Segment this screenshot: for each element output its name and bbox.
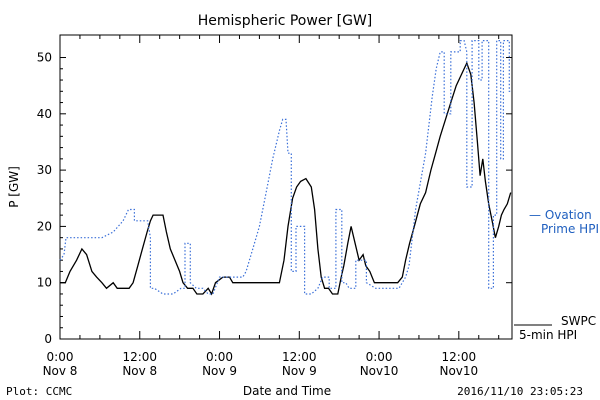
y-tick-label: 10 [37,276,52,290]
y-tick-label: 40 [37,107,52,121]
series-layer [59,40,512,296]
x-tick-label-time: 12:00 [122,350,157,364]
legend-ovation-line1: — Ovation [529,208,592,222]
y-tick-label: 30 [37,163,52,177]
legend-swpc-line2: 5-min HPI [519,328,577,342]
x-tick-label-date: Nov 8 [122,364,157,378]
y-tick-label: 50 [37,51,52,65]
x-tick-label-time: 0:00 [366,350,393,364]
y-tick-label: 0 [44,332,52,346]
x-tick-label-time: 12:00 [442,350,477,364]
legend-ovation-line2: Prime HPI [541,222,599,236]
x-tick-label-time: 12:00 [282,350,317,364]
footer-plot-source: Plot: CCMC [6,385,72,398]
x-tick-label-date: Nov 9 [282,364,317,378]
plot-area-frame [59,34,513,340]
x-tick-label-time: 0:00 [206,350,233,364]
x-tick-label-time: 0:00 [47,350,74,364]
legend-swpc: SWPC 5-min HPI [514,314,596,342]
chart-title: Hemispheric Power [GW] [198,13,373,29]
x-tick-label-date: Nov10 [439,364,478,378]
y-tick-label: 20 [37,219,52,233]
y-axis-label: P [GW] [7,166,21,208]
x-axis-label: Date and Time [243,384,331,398]
series-ovation-line [59,40,512,295]
legend-swpc-line1: SWPC [561,314,596,328]
x-tick-label-date: Nov 8 [43,364,78,378]
x-tick-label-date: Nov10 [360,364,399,378]
footer-timestamp: 2016/11/10 23:05:23 [457,385,583,398]
series-swpc-line [60,61,512,296]
x-tick-label-date: Nov 9 [202,364,237,378]
legend-ovation: — Ovation Prime HPI [529,208,599,236]
